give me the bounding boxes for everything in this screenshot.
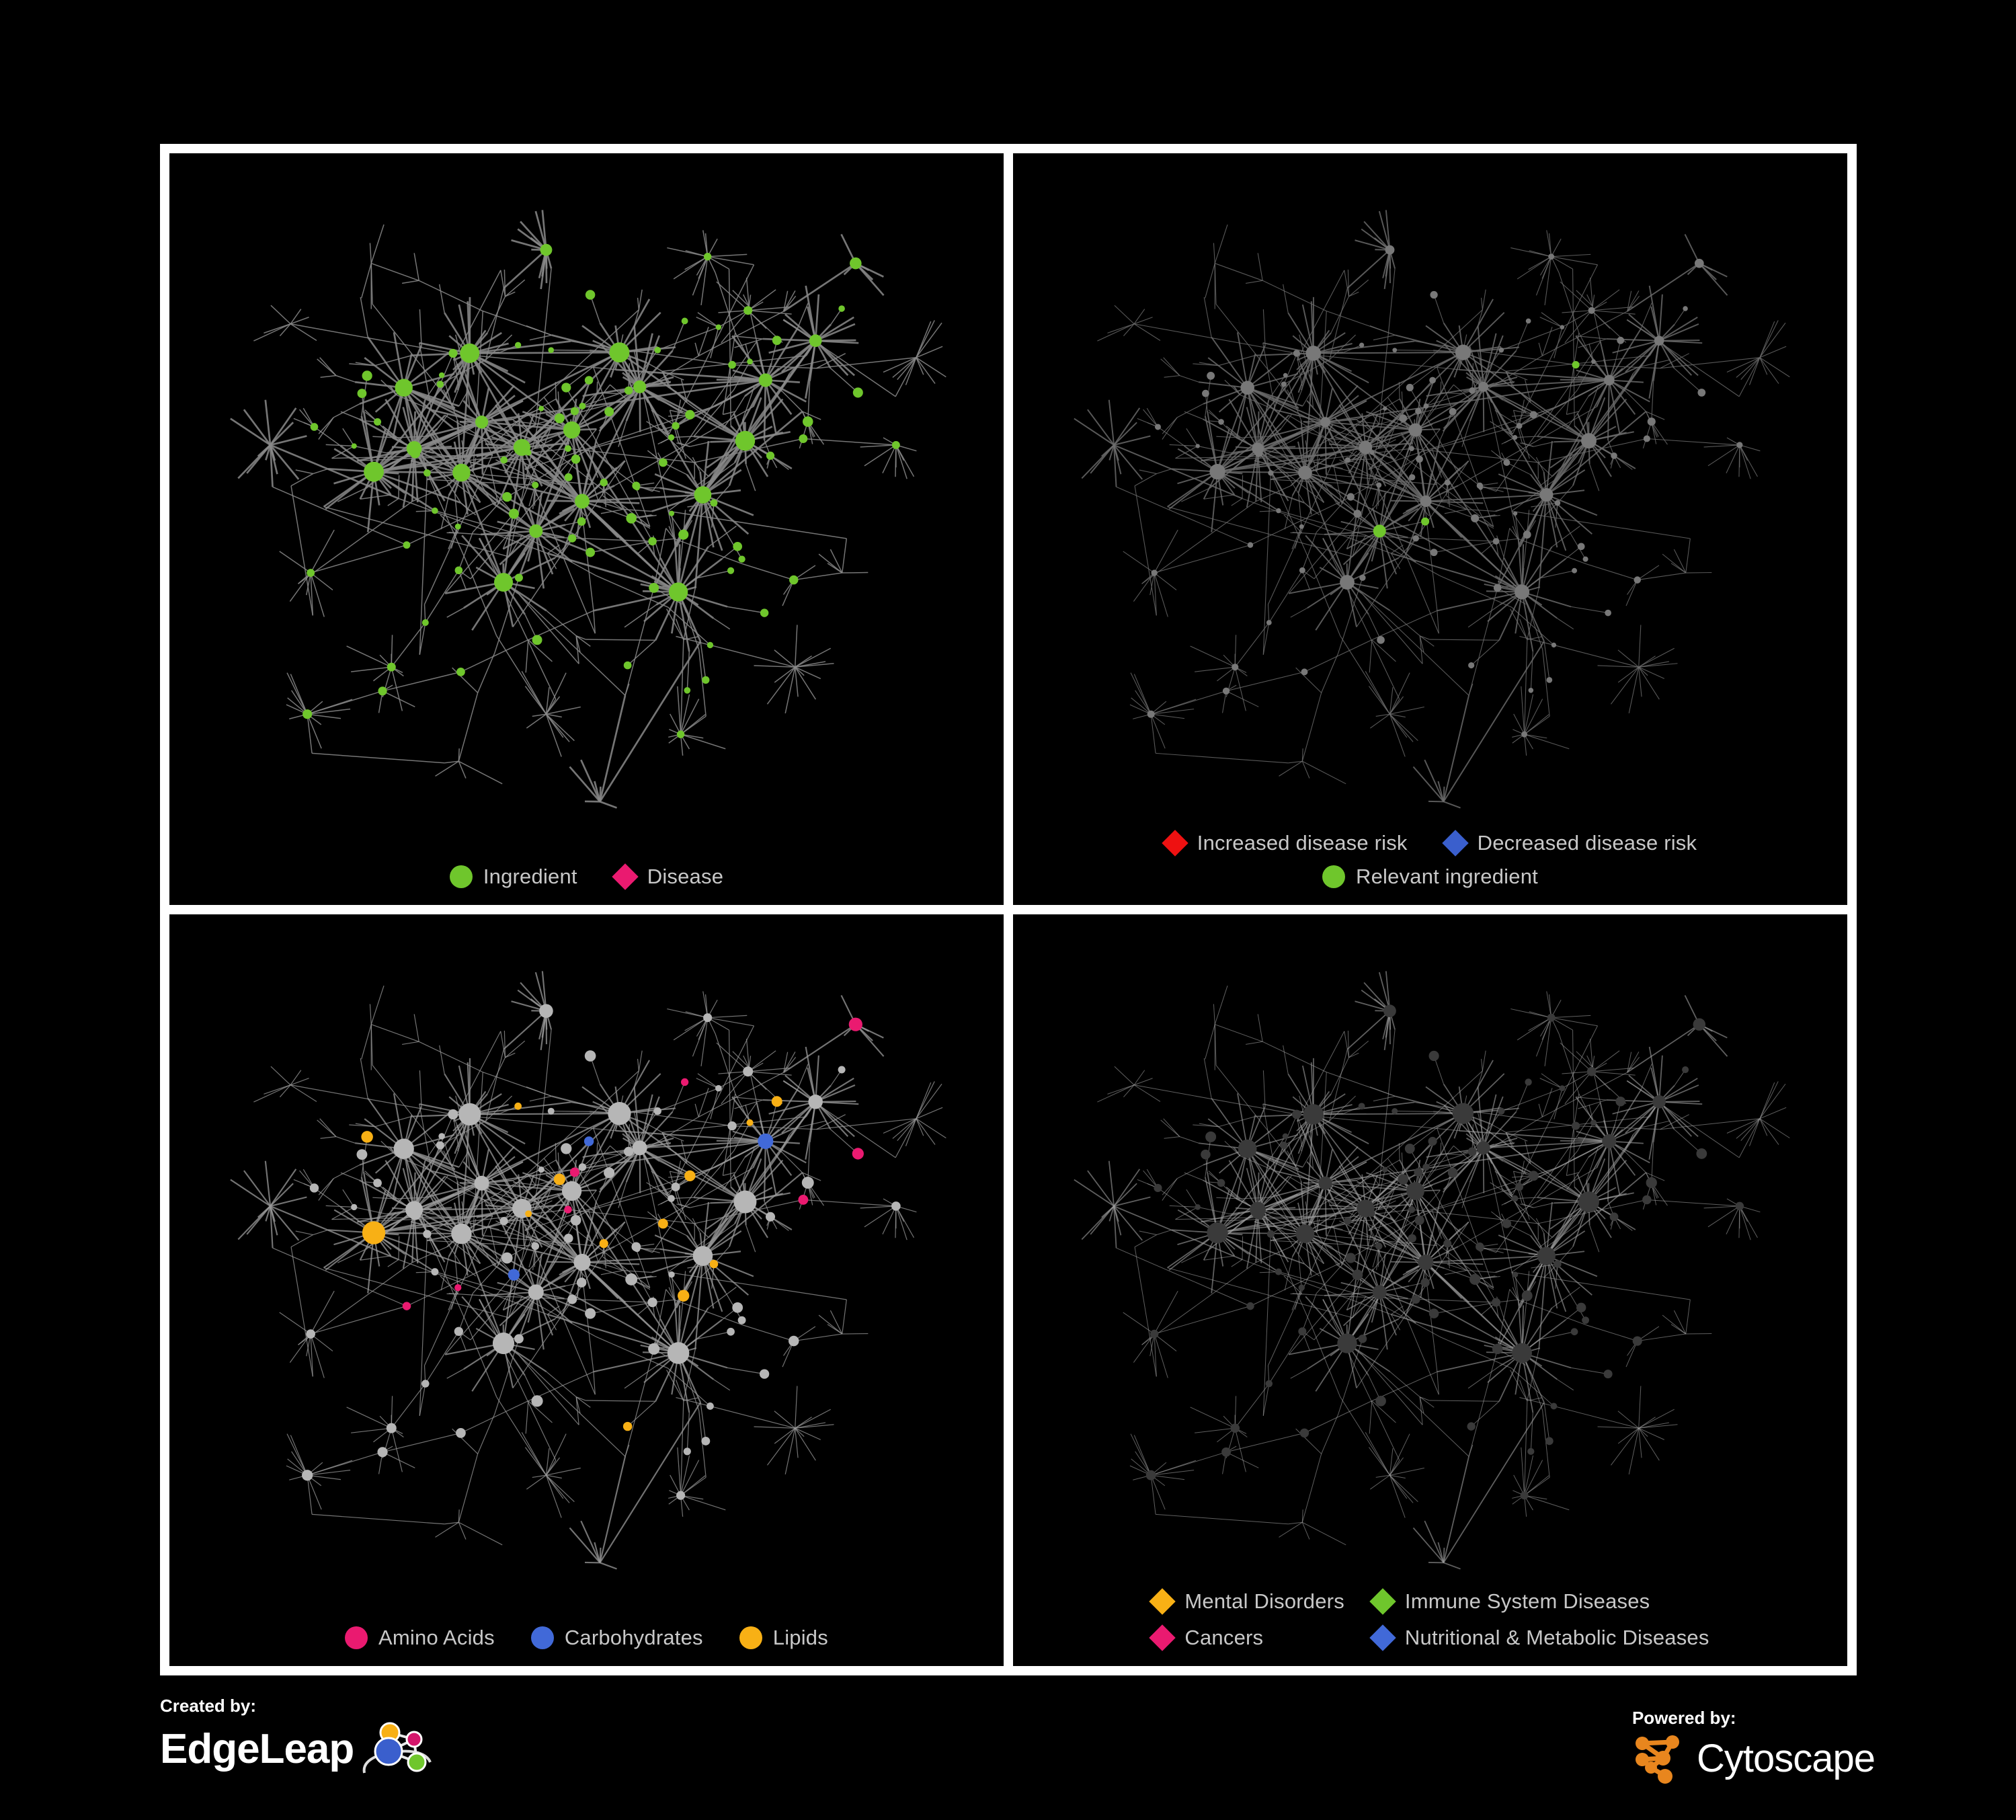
legend-item-ingredient[interactable]: Ingredient	[449, 865, 577, 889]
legend-label-cancers: Cancers	[1184, 1626, 1264, 1649]
lipids-circle-icon	[739, 1626, 762, 1649]
network-graph-disease-classes	[1074, 916, 1790, 1570]
legend-item-amino-acids[interactable]: Amino Acids	[345, 1626, 495, 1650]
panel-ingredient-disease[interactable]: Ingredient Disease	[169, 153, 1004, 905]
legend-label-ingredient: Ingredient	[483, 865, 577, 888]
carbohydrates-circle-icon	[530, 1626, 554, 1649]
network-canvas-4[interactable]	[1013, 914, 1847, 1666]
created-by-label: Created by:	[160, 1696, 257, 1716]
panel-nutrient-classes[interactable]: Amino Acids Carbohydrates Lipids	[169, 914, 1004, 1666]
legend-label-amino-acids: Amino Acids	[378, 1626, 495, 1649]
immune-system-diamond-icon	[1369, 1588, 1396, 1615]
legend-label-immune-system: Immune System Diseases	[1404, 1589, 1650, 1613]
cytoscape-network-logo-icon	[1635, 1735, 1679, 1784]
legend-item-nutritional-metabolic[interactable]: Nutritional & Metabolic Diseases	[1369, 1624, 1709, 1651]
legend-item-disease[interactable]: Disease	[612, 863, 724, 890]
legend-label-mental-disorders: Mental Disorders	[1184, 1589, 1344, 1613]
legend-panel-3: Amino Acids Carbohydrates Lipids	[169, 1626, 1004, 1650]
panel-grid: Ingredient Disease Increased disease ris…	[160, 144, 1857, 1675]
ingredient-circle-icon	[449, 865, 473, 888]
legend-item-carbohydrates[interactable]: Carbohydrates	[530, 1626, 703, 1650]
increased-risk-diamond-icon	[1162, 830, 1188, 857]
legend-panel-1: Ingredient Disease	[169, 863, 1004, 890]
legend-panel-2: Increased disease risk Decreased disease…	[1013, 830, 1847, 889]
network-canvas-3[interactable]	[169, 914, 1004, 1666]
amino-acids-circle-icon	[345, 1626, 368, 1649]
network-canvas-1[interactable]	[169, 153, 1004, 905]
footer-branding: Created by: EdgeLeap P	[0, 1675, 2016, 1820]
legend-item-decreased-risk[interactable]: Decreased disease risk	[1441, 830, 1697, 857]
legend-label-nutritional-metabolic: Nutritional & Metabolic Diseases	[1404, 1626, 1709, 1649]
legend-panel-4: Mental Disorders Immune System Diseases …	[1013, 1588, 1847, 1651]
legend-label-carbohydrates: Carbohydrates	[564, 1626, 703, 1649]
legend-item-mental-disorders[interactable]: Mental Disorders	[1149, 1588, 1344, 1615]
legend-label-increased-risk: Increased disease risk	[1197, 831, 1408, 855]
legend-item-relevant-ingredient[interactable]: Relevant ingredient	[1322, 865, 1538, 889]
edgeleap-wordmark: EdgeLeap	[160, 1726, 354, 1772]
edgeleap-network-logo-icon	[363, 1722, 432, 1774]
legend-label-relevant-ingredient: Relevant ingredient	[1356, 865, 1538, 888]
panel-disease-classes[interactable]: Mental Disorders Immune System Diseases …	[1013, 914, 1847, 1666]
decreased-risk-diamond-icon	[1441, 830, 1469, 857]
panel-disease-risk[interactable]: Increased disease risk Decreased disease…	[1013, 153, 1847, 905]
legend-item-increased-risk[interactable]: Increased disease risk	[1162, 830, 1408, 857]
disease-diamond-icon	[612, 863, 639, 890]
legend-item-immune-system[interactable]: Immune System Diseases	[1369, 1588, 1709, 1615]
powered-by-cytoscape[interactable]: Powered by:	[1631, 1708, 1876, 1785]
mental-disorders-diamond-icon	[1149, 1588, 1176, 1615]
network-graph-disease-risk	[1074, 155, 1790, 809]
network-graph-ingredient-disease	[230, 155, 946, 809]
legend-item-lipids[interactable]: Lipids	[739, 1626, 828, 1650]
nutritional-metabolic-diamond-icon	[1369, 1624, 1396, 1651]
network-graph-nutrient-classes	[230, 916, 946, 1570]
created-by-edgeleap[interactable]: Created by: EdgeLeap	[160, 1696, 434, 1778]
cytoscape-wordmark: Cytoscape	[1696, 1737, 1876, 1780]
legend-label-lipids: Lipids	[772, 1626, 828, 1649]
network-canvas-2[interactable]	[1013, 153, 1847, 905]
cancers-diamond-icon	[1149, 1624, 1176, 1651]
legend-item-cancers[interactable]: Cancers	[1149, 1624, 1344, 1651]
legend-label-disease: Disease	[647, 865, 724, 888]
legend-label-decreased-risk: Decreased disease risk	[1477, 831, 1697, 855]
powered-by-label: Powered by:	[1631, 1708, 1736, 1728]
relevant-ingredient-circle-icon	[1322, 865, 1346, 888]
